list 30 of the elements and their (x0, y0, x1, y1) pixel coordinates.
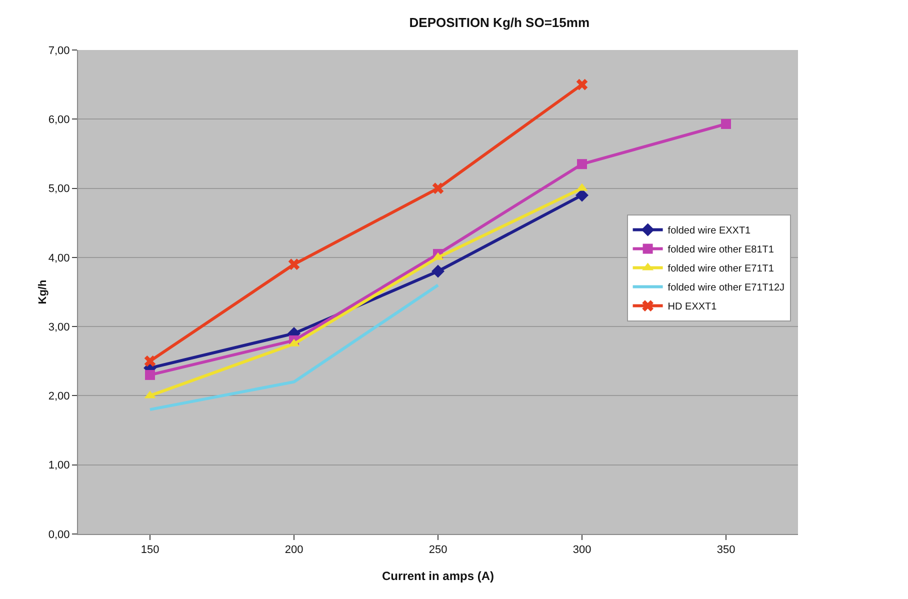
y-tick-label: 1,00 (48, 460, 70, 472)
point (432, 182, 444, 194)
point (144, 355, 156, 367)
y-tick-label: 7,00 (48, 44, 70, 57)
y-tick-label: 3,00 (48, 321, 70, 334)
point (576, 188, 588, 202)
y-tick-label: 2,00 (48, 390, 70, 403)
point (576, 78, 588, 90)
x-tick-label: 200 (284, 544, 304, 556)
legend-label: folded wire other E71T1 (668, 264, 774, 275)
legend-label: HD EXXT1 (668, 302, 718, 313)
point (145, 370, 155, 380)
point (288, 258, 300, 270)
x-tick-label: 350 (716, 544, 736, 556)
y-tick-label: 4,00 (48, 252, 70, 264)
y-tick-label: 5,00 (48, 183, 70, 196)
chart-title: DEPOSITION Kg/h SO=15mm (409, 15, 590, 30)
legend-label: folded wire other E71T12J (668, 282, 785, 294)
point (721, 118, 731, 129)
x-tick-label: 150 (140, 544, 160, 556)
legend-label: folded wire other E81T1 (668, 244, 774, 256)
y-axis-title: Kg/h (37, 280, 49, 304)
point (577, 159, 587, 170)
x-tick-label: 250 (428, 544, 448, 556)
x-tick-label: 300 (572, 544, 592, 556)
y-tick-label: 0,00 (48, 528, 70, 541)
point (432, 264, 444, 278)
x-axis-title: Current in amps (A) (382, 569, 494, 583)
y-tick-label: 6,00 (48, 114, 70, 126)
legend-label: folded wire EXXT1 (668, 226, 752, 237)
